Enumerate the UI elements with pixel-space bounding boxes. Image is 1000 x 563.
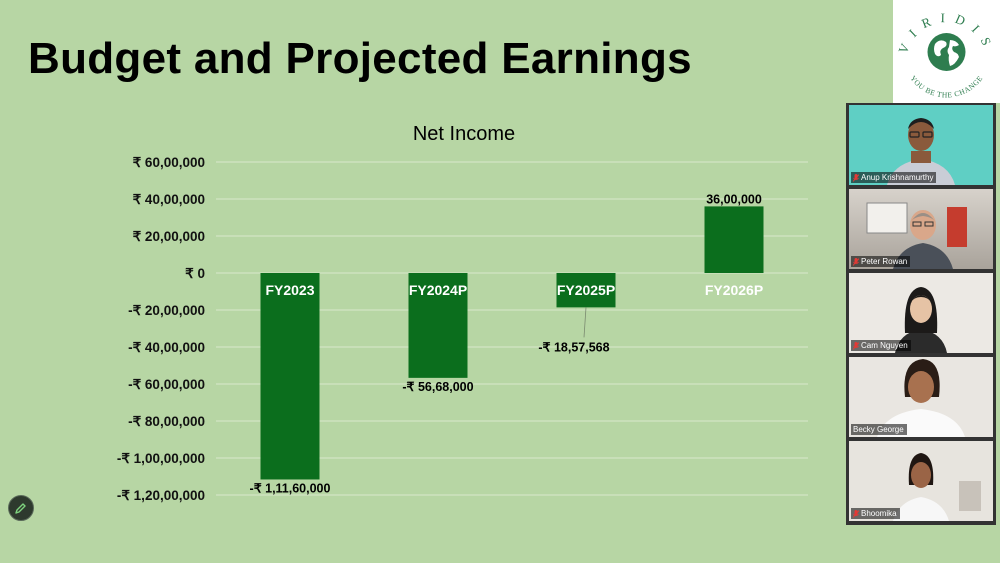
svg-text:YOU BE THE CHANGE: YOU BE THE CHANGE bbox=[908, 74, 984, 100]
bar bbox=[408, 273, 468, 378]
category-label: FY2024P bbox=[409, 282, 467, 298]
participant-name-tag: Anup Krishnamurthy bbox=[851, 172, 937, 183]
logo-tagline: YOU BE THE CHANGE bbox=[908, 74, 984, 100]
annotate-button[interactable] bbox=[8, 495, 34, 521]
mic-muted-icon bbox=[852, 341, 860, 350]
slide-title: Budget and Projected Earnings bbox=[28, 34, 692, 83]
participant-name: Cam Nguyen bbox=[861, 341, 908, 350]
participant-video bbox=[893, 453, 981, 521]
y-tick-label: ₹ 60,00,000 bbox=[133, 155, 205, 170]
y-tick-label: -₹ 20,00,000 bbox=[128, 303, 205, 318]
y-tick-label: ₹ 40,00,000 bbox=[133, 192, 205, 207]
data-label: -₹ 1,11,60,000 bbox=[250, 481, 331, 495]
participant-name: Peter Rowan bbox=[861, 257, 908, 266]
bar bbox=[260, 273, 320, 480]
y-tick-label: -₹ 40,00,000 bbox=[128, 340, 205, 355]
mic-muted-icon bbox=[852, 173, 860, 182]
participant-tile[interactable]: Cam Nguyen bbox=[849, 273, 993, 353]
y-tick-label: -₹ 80,00,000 bbox=[128, 414, 205, 429]
mic-muted-icon bbox=[852, 509, 860, 518]
net-income-chart: Net Income ₹ 60,00,000 ₹ 40,00,000 ₹ 20,00,… bbox=[117, 123, 808, 503]
mic-muted-icon bbox=[852, 257, 860, 266]
participant-name: Becky George bbox=[853, 425, 904, 434]
bar bbox=[704, 206, 764, 273]
participant-name: Bhoomika bbox=[861, 509, 897, 518]
participant-name-tag: Becky George bbox=[851, 424, 907, 435]
participant-panel: Anup Krishnamurthy Peter Rowan bbox=[846, 103, 996, 525]
participant-video bbox=[877, 359, 965, 437]
y-tick-label: -₹ 1,00,00,000 bbox=[117, 451, 205, 466]
y-tick-label: -₹ 60,00,000 bbox=[128, 377, 205, 392]
leader-line bbox=[583, 307, 587, 338]
participant-tile[interactable]: Bhoomika bbox=[849, 441, 993, 521]
participant-tile[interactable]: Becky George bbox=[849, 357, 993, 437]
category-label: FY2025P bbox=[557, 282, 615, 298]
chart-title: Net Income bbox=[413, 123, 515, 145]
data-label: -₹ 18,57,568 bbox=[538, 340, 609, 354]
bar bbox=[556, 273, 616, 308]
participant-name-tag: Bhoomika bbox=[851, 508, 900, 519]
data-label: -₹ 56,68,000 bbox=[402, 380, 473, 394]
category-label: FY2023 bbox=[265, 282, 314, 298]
globe-icon bbox=[927, 33, 966, 71]
participant-name: Anup Krishnamurthy bbox=[861, 173, 934, 182]
viridis-logo: VIRIDIS YOU BE THE CHANGE bbox=[893, 0, 1000, 103]
data-label: 36,00,000 bbox=[706, 192, 762, 206]
y-tick-label: -₹ 1,20,00,000 bbox=[117, 488, 205, 503]
pencil-icon bbox=[15, 503, 26, 514]
participant-tile[interactable]: Anup Krishnamurthy bbox=[849, 105, 993, 185]
participant-name-tag: Peter Rowan bbox=[851, 256, 911, 267]
y-tick-label: ₹ 0 bbox=[185, 266, 205, 281]
y-tick-label: ₹ 20,00,000 bbox=[133, 229, 205, 244]
category-label: FY2026P bbox=[705, 282, 763, 298]
participant-tile[interactable]: Peter Rowan bbox=[849, 189, 993, 269]
participant-name-tag: Cam Nguyen bbox=[851, 340, 911, 351]
